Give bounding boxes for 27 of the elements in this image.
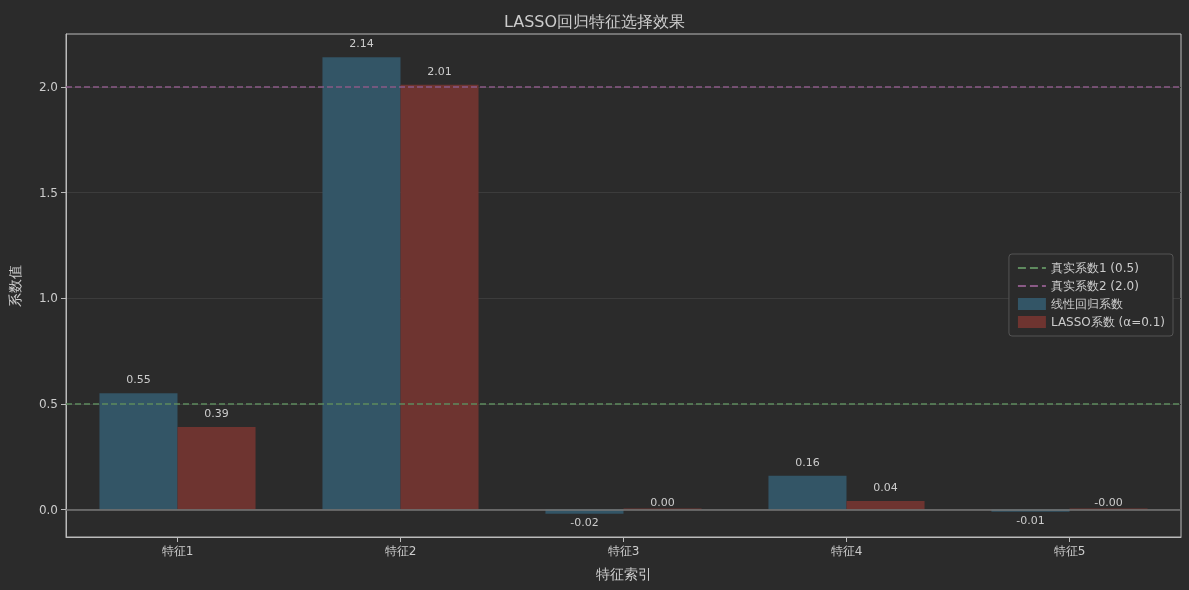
data-label: 0.16 — [795, 455, 820, 469]
data-label: 0.00 — [650, 495, 675, 509]
data-label: 2.14 — [349, 37, 374, 51]
data-label: -0.00 — [1094, 495, 1123, 509]
data-label: -0.02 — [570, 515, 599, 529]
legend-label: 真实系数1 (0.5) — [1050, 261, 1139, 275]
y-tick-label: 1.0 — [38, 291, 58, 306]
data-label: 2.01 — [427, 64, 452, 78]
legend-label: 真实系数2 (2.0) — [1050, 279, 1139, 293]
x-tick-label: 特征5 — [1053, 544, 1086, 558]
y-tick-label: 2.0 — [38, 79, 58, 94]
x-axis-title: 特征索引 — [595, 566, 652, 582]
chart-title: LASSO回归特征选择效果 — [503, 11, 686, 31]
y-tick-label: 0.0 — [38, 502, 58, 517]
y-tick-label: 0.5 — [38, 396, 58, 411]
data-label: 0.04 — [873, 481, 898, 495]
x-tick-label: 特征1 — [161, 544, 194, 558]
data-label: 0.39 — [204, 407, 229, 421]
legend-label: LASSO系数 (α=0.1) — [1050, 315, 1165, 329]
x-tick-label: 特征3 — [607, 544, 640, 558]
y-tick-label: 1.5 — [38, 185, 58, 200]
data-label: -0.01 — [1016, 513, 1045, 527]
x-tick-label: 特征2 — [384, 544, 417, 558]
x-tick-label: 特征4 — [830, 544, 863, 558]
legend-label: 线性回归系数 — [1050, 297, 1123, 311]
y-axis-title: 系数值 — [7, 264, 23, 307]
data-label: 0.55 — [126, 373, 151, 387]
